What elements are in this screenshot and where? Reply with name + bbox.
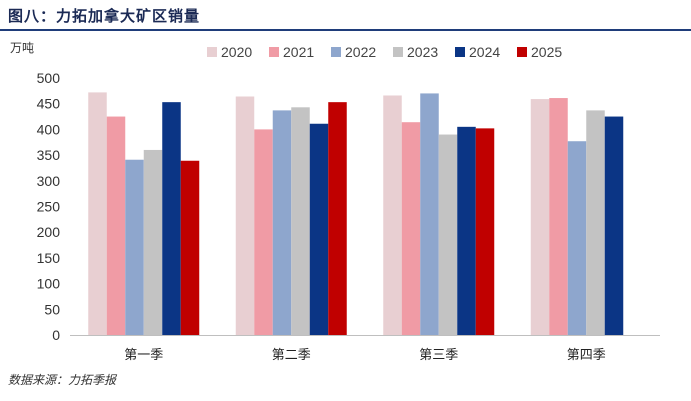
legend-swatch-2022	[331, 47, 341, 57]
y-tick-label: 0	[52, 327, 60, 343]
bar-2025-2	[328, 102, 347, 336]
y-tick-label: 300	[37, 173, 61, 189]
legend-label-2022: 2022	[345, 44, 376, 60]
bar-2025-1	[180, 160, 200, 335]
y-tick-label: 400	[37, 121, 61, 137]
y-tick-label: 200	[37, 224, 61, 240]
bar-2022-4	[567, 141, 587, 335]
bar-2020-4	[530, 99, 550, 335]
legend-swatch-2025	[517, 47, 527, 57]
x-axis-categories: 第一季 第二季 第三季 第四季	[124, 348, 606, 363]
legend: 2020 2021 2022 2023 2024 2025	[207, 44, 562, 60]
legend-label-2023: 2023	[407, 44, 438, 60]
bar-2022-1	[125, 159, 144, 335]
y-tick-label: 350	[37, 147, 61, 163]
category-label: 第三季	[419, 348, 458, 363]
legend-swatch-2024	[455, 47, 465, 57]
bar-2023-4	[586, 110, 605, 335]
title-divider	[0, 29, 691, 31]
bar-2022-3	[420, 93, 439, 335]
legend-label-2021: 2021	[283, 44, 314, 60]
bar-2021-3	[401, 122, 421, 335]
legend-swatch-2020	[207, 47, 217, 57]
category-label: 第一季	[124, 348, 163, 363]
y-tick-label: 500	[37, 70, 61, 86]
bar-2024-1	[162, 102, 181, 336]
bar-2023-2	[291, 107, 310, 335]
y-tick-label: 150	[37, 250, 61, 266]
bar-2023-1	[143, 149, 163, 335]
bar-2020-1	[88, 92, 107, 335]
category-label: 第四季	[567, 348, 606, 363]
legend-label-2020: 2020	[221, 44, 252, 60]
bar-2024-2	[309, 123, 329, 335]
bar-2021-4	[549, 98, 568, 336]
y-axis-unit-label: 万吨	[10, 41, 34, 55]
category-label: 第二季	[272, 348, 311, 363]
y-axis-ticks: 0 50 100 150 200 250 300 350 400 450 500	[37, 70, 61, 343]
bar-2021-2	[254, 129, 273, 335]
legend-swatch-2023	[393, 47, 403, 57]
y-tick-label: 250	[37, 199, 61, 215]
bar-2025-3	[475, 128, 495, 335]
y-tick-label: 450	[37, 96, 61, 112]
bar-2020-3	[383, 95, 402, 335]
chart-title: 图八：力拓加拿大矿区销量	[8, 7, 201, 25]
y-tick-label: 50	[44, 301, 60, 317]
bar-2020-2	[235, 96, 255, 335]
bar-2021-1	[106, 116, 126, 335]
bar-2023-3	[438, 134, 458, 335]
bar-2024-3	[457, 126, 476, 335]
legend-swatch-2021	[269, 47, 279, 57]
bar-2024-4	[604, 116, 624, 335]
legend-label-2025: 2025	[531, 44, 562, 60]
data-source-note: 数据来源：力拓季报	[8, 373, 117, 387]
bar-2022-2	[272, 110, 292, 335]
legend-label-2024: 2024	[469, 44, 500, 60]
bars	[88, 92, 624, 336]
y-tick-label: 100	[37, 276, 61, 292]
